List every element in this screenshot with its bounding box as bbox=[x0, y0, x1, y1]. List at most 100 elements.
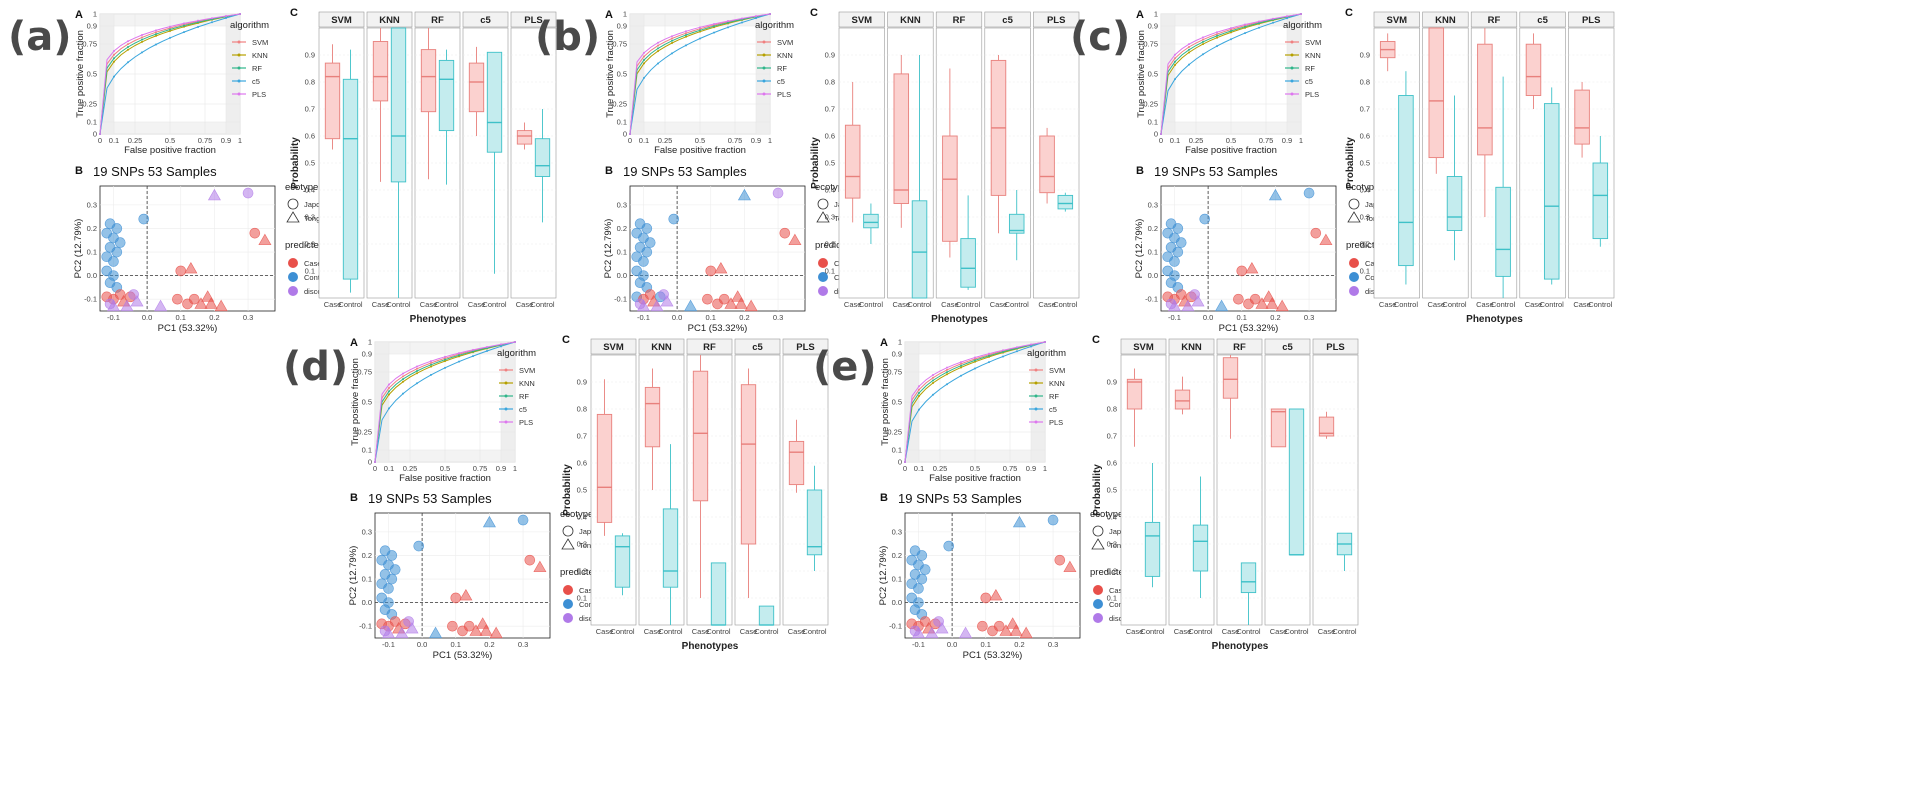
pca-ytick-label: 0.3 bbox=[1148, 200, 1158, 209]
legend-key-dot-knn bbox=[1034, 381, 1038, 385]
roc-point-rf bbox=[727, 21, 729, 24]
pca-ytick-label: 0.2 bbox=[1148, 224, 1158, 233]
box-ytick-label: 0.1 bbox=[1360, 267, 1370, 276]
roc-point-pls bbox=[169, 25, 171, 28]
facet-label-svm: SVM bbox=[852, 15, 873, 26]
predicted-legend-title: predicted bbox=[1346, 240, 1385, 251]
algorithm-legend-title: algorithm bbox=[1283, 20, 1322, 31]
pca-xtick-label: 0.2 bbox=[1014, 640, 1024, 649]
pca-ytick-label: 0.1 bbox=[892, 575, 902, 584]
legend-item-rf: RF bbox=[252, 64, 262, 73]
box-xtick-label: Control bbox=[386, 300, 411, 309]
facet-strip-svm bbox=[318, 11, 365, 28]
predicted-legend-title: predicted bbox=[285, 240, 324, 251]
roc-xtick-label: 0.1 bbox=[109, 136, 119, 145]
roc-point-svm bbox=[127, 43, 129, 46]
roc-xtick-label: 0.25 bbox=[403, 464, 418, 473]
legend-item-control: Control bbox=[304, 273, 329, 282]
roc-point-c5 bbox=[1286, 17, 1288, 20]
roc-point-pls bbox=[1160, 133, 1162, 135]
box-svm-case bbox=[844, 124, 861, 199]
roc-point-svm bbox=[974, 357, 976, 360]
roc-ytick-label: 0.1 bbox=[892, 446, 902, 455]
legend-key-control bbox=[1093, 599, 1103, 609]
box-ytick-label: 0.7 bbox=[825, 105, 835, 114]
roc-point-c5 bbox=[472, 355, 474, 358]
roc-point-c5 bbox=[657, 62, 659, 65]
pca-point-tongil bbox=[660, 294, 674, 307]
pca-point-japonica bbox=[641, 246, 653, 258]
roc-point-rf bbox=[141, 38, 143, 41]
legend-item-c5: c5 bbox=[777, 77, 785, 86]
facet-label-pls: PLS bbox=[1326, 342, 1344, 353]
roc-xtick-label: 1 bbox=[1043, 464, 1047, 473]
roc-point-c5 bbox=[1244, 32, 1246, 35]
legend-item-case: Case bbox=[1109, 586, 1127, 595]
pca-ytick-label: 0.3 bbox=[892, 527, 902, 536]
pca-ylabel: PC2 (12.79%) bbox=[878, 546, 889, 606]
pca-point-japonica bbox=[913, 583, 924, 594]
roc-point-pls bbox=[113, 49, 115, 52]
roc-point-rf bbox=[643, 59, 645, 62]
pca-sublabel: B bbox=[605, 165, 613, 177]
pca-point-japonica bbox=[386, 573, 398, 585]
pca-point-tongil bbox=[482, 515, 496, 528]
pca-ytick-label: 0.3 bbox=[362, 527, 372, 536]
pca-point-tongil bbox=[533, 560, 547, 573]
pca-ytick-label: 0.0 bbox=[892, 598, 902, 607]
box-ytick-label: 0.6 bbox=[825, 132, 835, 141]
roc-xlabel: False positive fraction bbox=[929, 473, 1021, 484]
pca-point-tongil bbox=[395, 626, 409, 639]
legend-key-case bbox=[818, 258, 828, 268]
box-ylabel: Probability bbox=[1345, 137, 1356, 189]
pca-point-tongil bbox=[1275, 299, 1289, 312]
legend-item-svm: SVM bbox=[1049, 366, 1065, 375]
box-sublabel: C bbox=[290, 7, 298, 19]
facet-strip-pls bbox=[510, 11, 557, 28]
box-xtick-label: Control bbox=[1284, 627, 1309, 636]
facet-label-rf: RF bbox=[703, 342, 716, 353]
ecotype-legend-title: ecotype bbox=[1346, 182, 1379, 193]
legend-key-control bbox=[563, 599, 573, 609]
roc-point-c5 bbox=[713, 31, 715, 34]
box-knn-control bbox=[390, 27, 407, 183]
algorithm-legend-title: algorithm bbox=[755, 20, 794, 31]
pca-ylabel: PC2 (12.79%) bbox=[73, 219, 84, 279]
roc-xlabel: False positive fraction bbox=[1185, 145, 1277, 156]
pca-point-japonica bbox=[933, 616, 944, 627]
roc-point-knn bbox=[444, 360, 446, 363]
box-ylabel: Probability bbox=[810, 137, 821, 189]
facet-label-rf: RF bbox=[1233, 342, 1246, 353]
pca-xtick-label: 0.3 bbox=[1304, 313, 1314, 322]
legend-item-c5: c5 bbox=[519, 405, 527, 414]
pca-point-japonica bbox=[379, 625, 391, 637]
pca-point-tongil bbox=[989, 588, 1003, 601]
box-xlabel: Phenotypes bbox=[931, 314, 988, 325]
algorithm-legend-title: algorithm bbox=[1027, 348, 1066, 359]
roc-point-pls bbox=[374, 461, 376, 463]
facet-strip-knn bbox=[638, 338, 685, 355]
roc-point-svm bbox=[141, 36, 143, 39]
box-ytick-label: 0.3 bbox=[577, 540, 587, 549]
legend-key-dot-c5 bbox=[1290, 79, 1294, 83]
legend-key-dot-pls bbox=[237, 92, 241, 96]
roc-ytick-label: 1 bbox=[368, 338, 372, 347]
roc-point-svm bbox=[643, 55, 645, 58]
roc-xtick-label: 0.9 bbox=[1282, 136, 1292, 145]
box-ytick-label: 0.4 bbox=[577, 513, 587, 522]
legend-key-japonica bbox=[817, 198, 829, 210]
roc-point-rf bbox=[388, 390, 390, 393]
legend-key-dot-knn bbox=[504, 381, 508, 385]
roc-point-knn bbox=[388, 393, 390, 396]
roc-point-c5 bbox=[946, 383, 948, 386]
roc-point-rf bbox=[1258, 22, 1260, 25]
pca-point-japonica bbox=[993, 620, 1005, 632]
box-svm-control bbox=[863, 213, 879, 229]
box-knn-control bbox=[1192, 524, 1209, 572]
pca-point-japonica bbox=[1175, 237, 1187, 248]
box-ytick-label: 0.2 bbox=[825, 240, 835, 249]
box-ytick-label: 0.3 bbox=[1107, 540, 1117, 549]
roc-point-c5 bbox=[727, 26, 729, 29]
legend-item-c5: c5 bbox=[1305, 77, 1313, 86]
pca-point-japonica bbox=[779, 227, 791, 239]
